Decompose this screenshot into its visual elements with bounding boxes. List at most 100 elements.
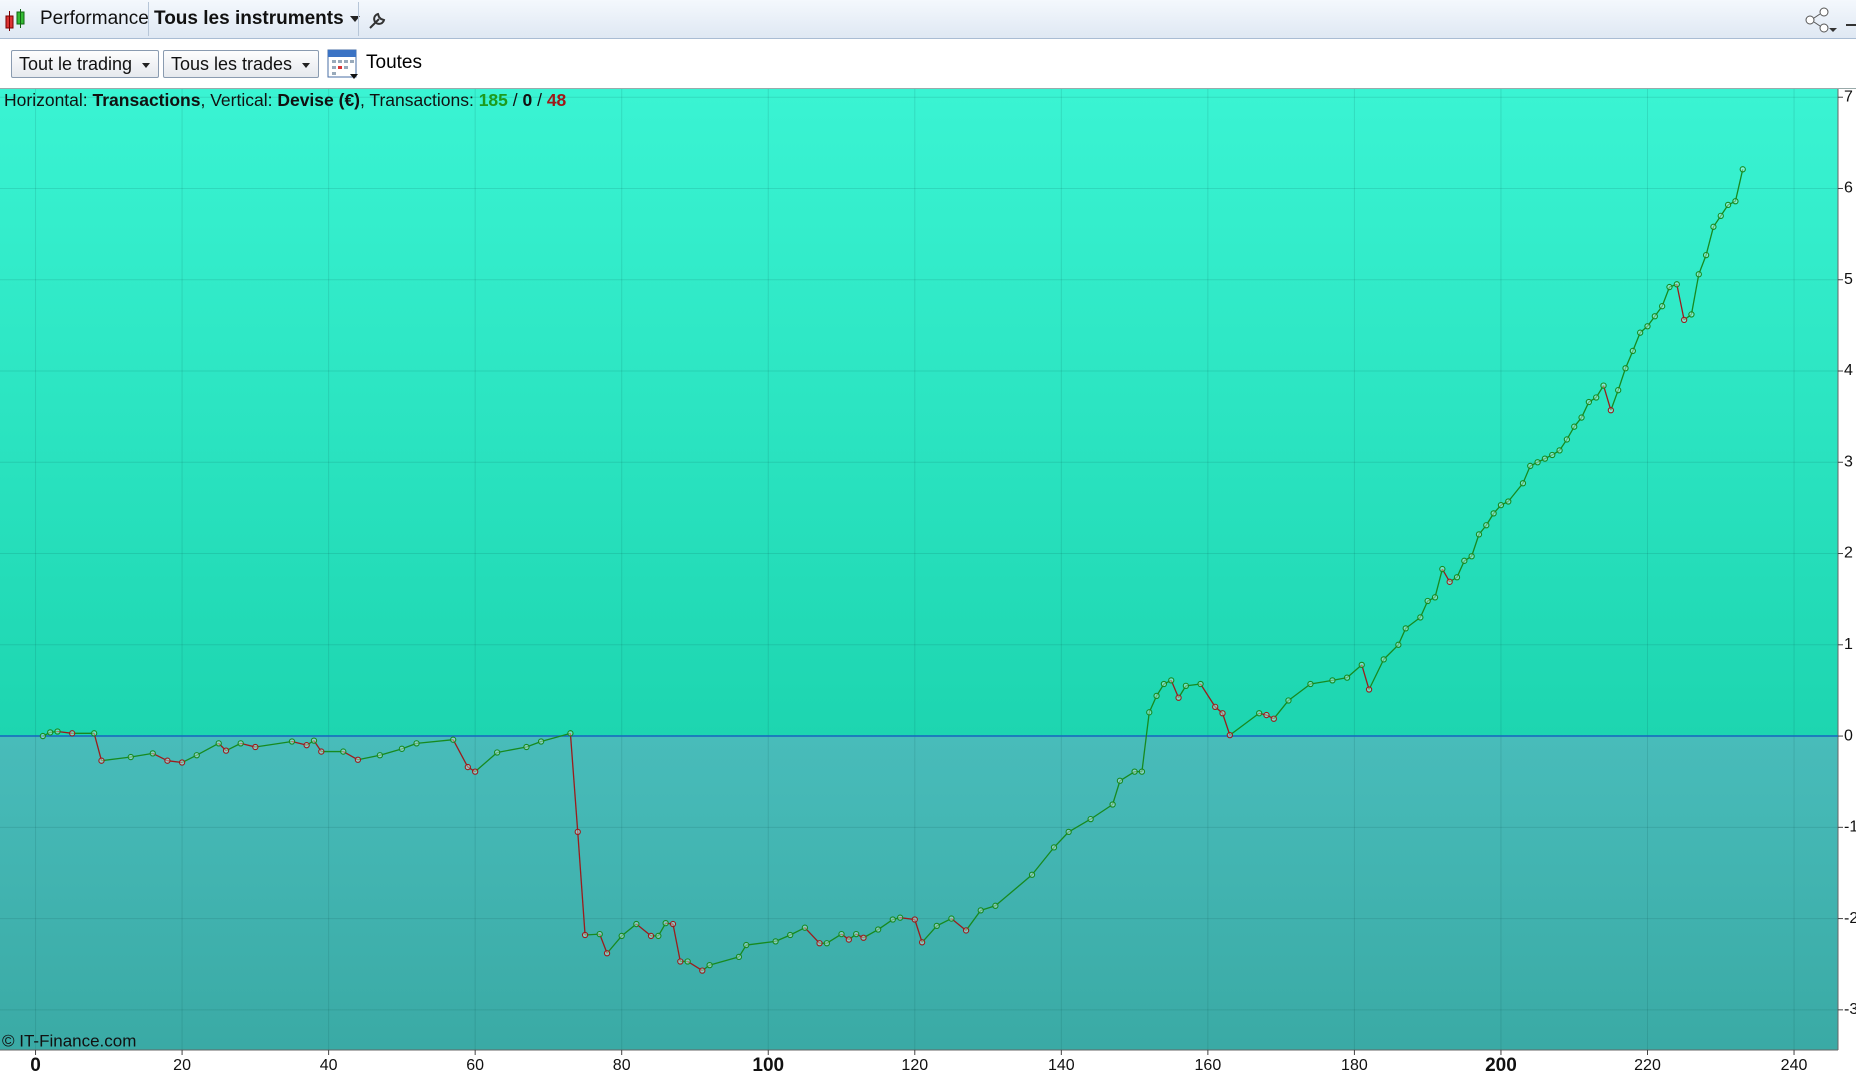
data-point — [1483, 522, 1490, 529]
data-point — [39, 732, 47, 740]
y-tick-label: 6 — [1844, 180, 1853, 197]
data-point — [567, 730, 574, 737]
line-segment — [1471, 534, 1480, 557]
data-point — [318, 748, 325, 755]
data-point — [523, 743, 530, 751]
data-point — [215, 740, 222, 747]
line-segment — [1463, 555, 1472, 562]
line-segment — [1361, 664, 1370, 690]
y-axis-band — [1838, 89, 1856, 1050]
instrument-selector[interactable]: Tous les instruments — [154, 0, 362, 38]
data-point — [1417, 614, 1424, 621]
data-point — [340, 748, 347, 755]
positive-zone — [0, 89, 1838, 737]
data-point — [1658, 303, 1666, 310]
line-segment — [1529, 461, 1538, 467]
period-label[interactable]: Toutes — [366, 52, 422, 73]
subtitle-part: 185 — [479, 90, 508, 110]
line-segment — [921, 925, 938, 943]
data-point — [896, 914, 904, 921]
data-point — [222, 747, 230, 754]
data-point — [303, 742, 310, 749]
line-segment — [914, 919, 923, 943]
line-segment — [306, 740, 315, 746]
data-point — [845, 936, 852, 943]
data-point — [149, 750, 156, 757]
data-point — [1461, 557, 1468, 564]
data-point — [1505, 498, 1512, 505]
line-segment — [994, 874, 1033, 907]
minimize-button[interactable] — [1846, 24, 1856, 26]
data-point — [537, 738, 545, 745]
line-segment — [577, 831, 586, 936]
copyright: © IT-Finance.com — [2, 1031, 136, 1050]
data-point — [193, 752, 200, 759]
data-point — [1644, 323, 1651, 330]
line-segment — [709, 956, 740, 966]
line-segment — [1141, 712, 1150, 772]
subtitle-part: 0 — [522, 90, 532, 110]
line-segment — [540, 732, 571, 743]
data-point — [669, 920, 677, 928]
data-point — [1226, 731, 1234, 739]
data-point — [310, 737, 318, 744]
data-point — [47, 729, 54, 736]
data-point — [164, 757, 171, 764]
subtitle-part: , Transactions: — [360, 90, 479, 110]
line-segment — [746, 940, 776, 946]
subtitle-part: 48 — [547, 90, 567, 110]
data-point — [1556, 447, 1563, 454]
line-segment — [357, 754, 381, 761]
x-tick-label: 160 — [1195, 1057, 1222, 1074]
calendar-button[interactable] — [326, 47, 360, 81]
data-point — [1087, 815, 1094, 823]
y-tick-label: -2 — [1844, 910, 1856, 927]
data-point — [1116, 777, 1124, 784]
data-point — [1622, 365, 1629, 372]
line-segment — [701, 964, 711, 972]
line-segment — [1288, 683, 1311, 701]
scope-dropdown[interactable]: Tout le trading — [11, 50, 160, 78]
line-segment — [1368, 659, 1385, 690]
share-button[interactable] — [1802, 6, 1842, 34]
line-segment — [1639, 325, 1648, 334]
trades-dropdown[interactable]: Tous les trades — [163, 50, 320, 78]
subtitle-part: / — [532, 90, 547, 110]
line-segment — [1690, 274, 1700, 315]
data-point — [1563, 436, 1571, 443]
line-segment — [497, 746, 527, 754]
data-point — [1160, 680, 1168, 688]
x-tick-label: 40 — [320, 1057, 338, 1074]
chart: 0 20 40 60 80 100 120 140 160 180 200 220 2407654321… — [0, 89, 1856, 1080]
data-point — [354, 756, 362, 763]
x-tick-label: 240 — [1781, 1057, 1808, 1074]
line-segment — [841, 933, 850, 941]
data-point — [450, 736, 457, 743]
line-segment — [1493, 504, 1502, 514]
line-segment — [1434, 568, 1443, 598]
line-segment — [1500, 500, 1509, 506]
data-point — [823, 940, 831, 947]
x-tick-label: 120 — [901, 1057, 928, 1074]
data-point — [603, 950, 611, 957]
data-point — [743, 941, 750, 949]
line-segment — [1654, 305, 1663, 317]
data-point — [1680, 316, 1688, 324]
data-point — [1329, 677, 1336, 684]
app-icon — [5, 9, 25, 31]
line-segment — [1669, 283, 1678, 288]
chart-subtitle: Horizontal: Transactions, Vertical: Devi… — [4, 90, 567, 110]
module-title[interactable]: Performance — [40, 8, 149, 29]
data-point — [911, 916, 918, 923]
data-point — [581, 931, 589, 939]
x-tick-label: 100 — [752, 1055, 784, 1076]
data-point — [472, 768, 479, 775]
data-point — [1285, 697, 1292, 704]
y-tick-label: 3 — [1844, 453, 1853, 470]
settings-button[interactable] — [366, 8, 390, 32]
x-tick-label: 20 — [173, 1057, 191, 1074]
data-point — [662, 919, 669, 927]
data-point — [992, 902, 999, 909]
line-segment — [474, 751, 498, 773]
